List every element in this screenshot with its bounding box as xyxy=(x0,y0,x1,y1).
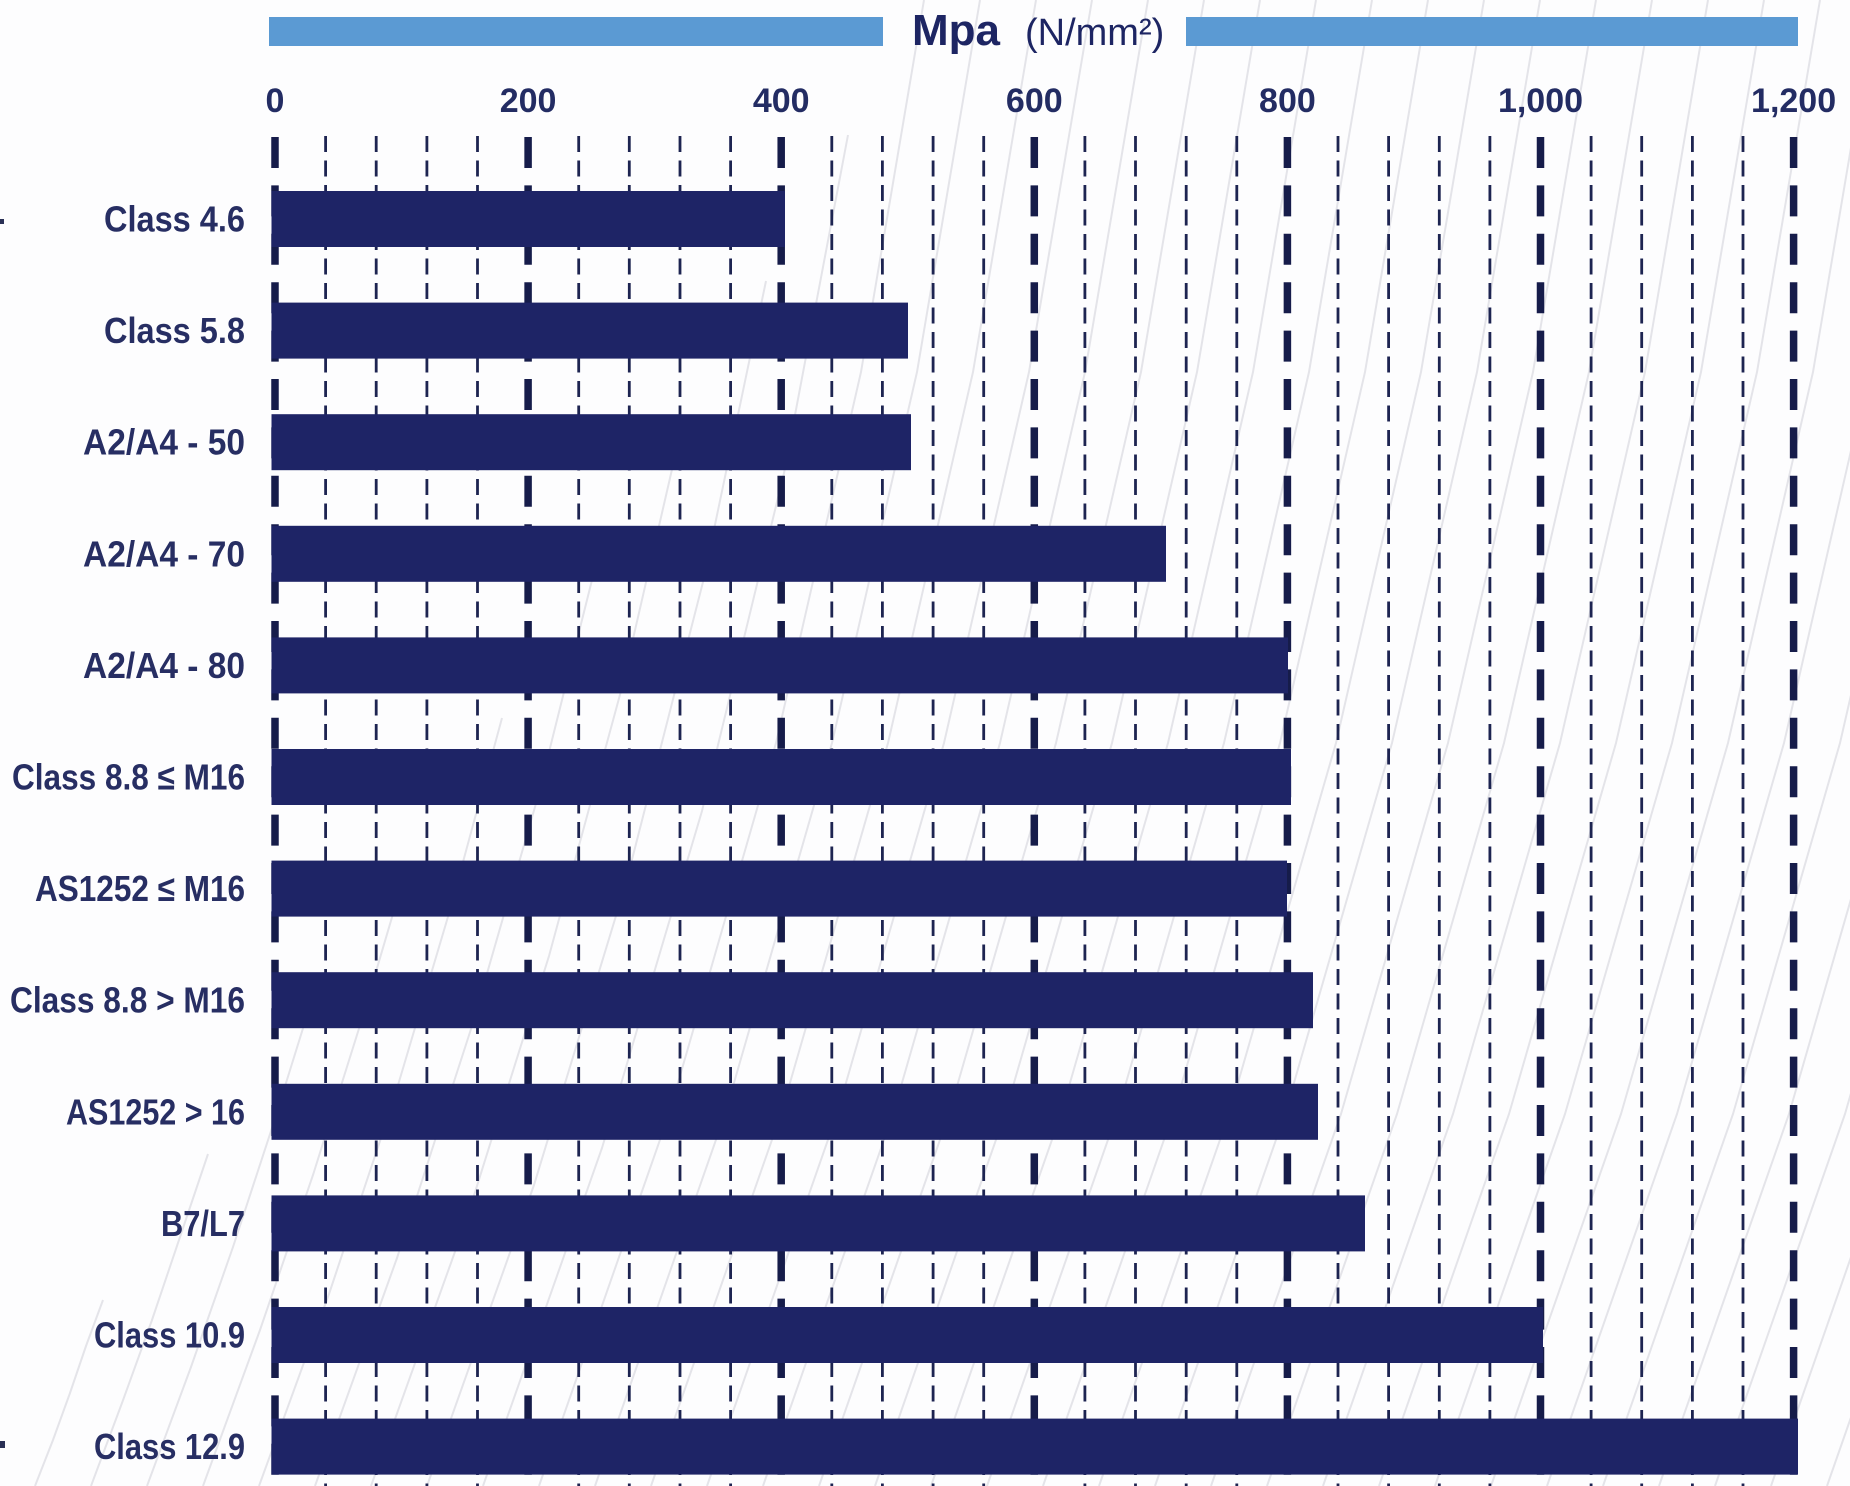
svg-text:1,000: 1,000 xyxy=(1498,82,1583,120)
svg-text:(N/mm²): (N/mm²) xyxy=(1025,12,1164,54)
svg-text:Class 10.9: Class 10.9 xyxy=(94,1315,245,1356)
svg-text:B7/L7: B7/L7 xyxy=(161,1203,245,1244)
svg-text:Class 8.8 > M16: Class 8.8 > M16 xyxy=(10,980,245,1021)
svg-text:Class 8.8 ≤ M16: Class 8.8 ≤ M16 xyxy=(12,757,245,798)
svg-text:Class 12.9: Class 12.9 xyxy=(94,1426,245,1467)
svg-text:A2/A4 - 70: A2/A4 - 70 xyxy=(83,533,245,574)
svg-text:AS1252 > 16: AS1252 > 16 xyxy=(66,1091,245,1132)
svg-text:AS1252 ≤ M16: AS1252 ≤ M16 xyxy=(35,868,245,909)
svg-text:400: 400 xyxy=(753,82,810,120)
svg-text:600: 600 xyxy=(1006,82,1063,120)
svg-text:0: 0 xyxy=(266,82,285,120)
svg-text:800: 800 xyxy=(1259,82,1316,120)
svg-text:A2/A4 - 50: A2/A4 - 50 xyxy=(83,422,245,463)
svg-text:Mpa: Mpa xyxy=(912,6,1001,55)
svg-text:Class 4.6: Class 4.6 xyxy=(104,199,245,240)
svg-text:Class 5.8: Class 5.8 xyxy=(104,310,245,351)
svg-text:A2/A4 - 80: A2/A4 - 80 xyxy=(83,645,245,686)
svg-text:1,200: 1,200 xyxy=(1751,82,1836,120)
svg-text:200: 200 xyxy=(500,82,557,120)
